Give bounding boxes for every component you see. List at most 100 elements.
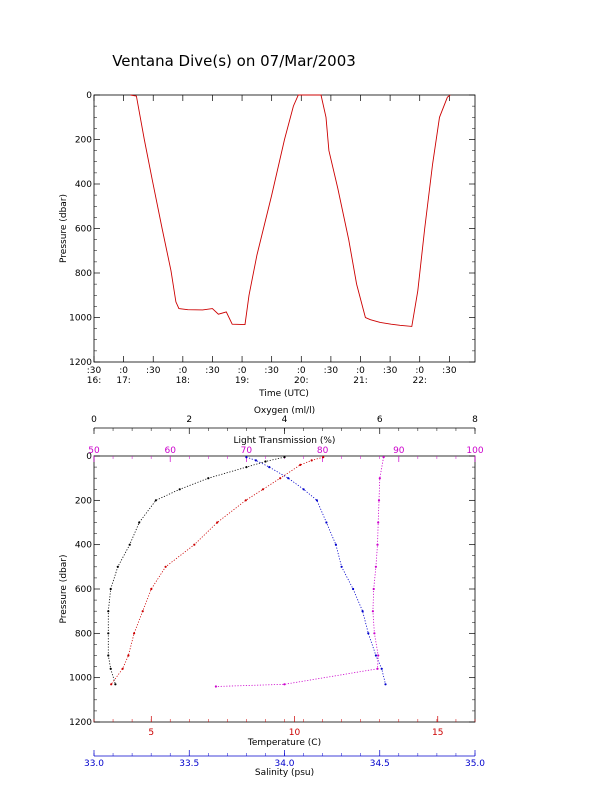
y-tick-label: 0: [86, 91, 92, 101]
x-tick-hour-label: 18:: [176, 376, 190, 386]
light_transmission-point: [374, 565, 377, 568]
temperature-profile: [110, 456, 324, 685]
salinity-point: [254, 459, 257, 462]
oxygen-point: [128, 543, 131, 546]
y-tick-label: 600: [75, 225, 92, 235]
salinity-point: [380, 667, 383, 670]
y-tick-label: 1000: [69, 314, 92, 324]
temperature-point: [150, 587, 153, 591]
y-tick-label: 1200: [69, 718, 92, 728]
pressure-trace: [130, 94, 451, 327]
salinity-point: [374, 654, 377, 657]
x-tick-hour-label: 21:: [353, 376, 367, 386]
salinity-point: [367, 632, 370, 635]
salinity-point: [315, 499, 318, 502]
y-tick-label: 1000: [69, 674, 92, 684]
x-tick-minute-label: :0: [178, 366, 187, 376]
oxygen-point: [107, 610, 110, 613]
oxygen-point: [283, 456, 286, 459]
oxygen-point: [138, 521, 141, 524]
light_transmission-point: [372, 587, 375, 591]
temperature-point: [244, 499, 247, 502]
light_transmission-point: [376, 543, 379, 546]
temperature-point: [279, 477, 282, 480]
oxygen-point: [107, 632, 110, 635]
oxygen-point: [207, 477, 210, 480]
oxygen-point: [245, 466, 248, 469]
salinity-point: [325, 521, 328, 524]
temperature-point: [261, 488, 265, 491]
light_transmission-point: [373, 632, 376, 635]
temperature-point: [127, 654, 130, 657]
light_transmission-point: [214, 685, 217, 688]
x-tick-minute-label: :0: [356, 366, 365, 376]
x-tick-minute-label: :0: [238, 366, 247, 376]
salinity-point: [302, 488, 305, 491]
light_transmission-tick-label: 60: [164, 446, 176, 456]
temperature-tick-label: 5: [148, 728, 154, 738]
y-tick-label: 800: [75, 269, 92, 279]
temperature-point: [310, 459, 313, 462]
pressure-time-chart: 020040060080010001200:3016::017::30:018:…: [59, 91, 476, 399]
light_transmission-point: [283, 683, 286, 686]
light_transmission-point: [382, 456, 385, 459]
chart-title: Ventana Dive(s) on 07/Mar/2003: [112, 52, 356, 70]
plot-frame: [93, 94, 476, 363]
y-tick-label: 1200: [69, 358, 92, 368]
x-tick-hour-label: 22:: [412, 376, 426, 386]
x-tick-minute-label: :30: [383, 366, 398, 376]
oxygen-axis-label: Oxygen (ml/l): [254, 406, 315, 416]
oxygen-point: [154, 499, 157, 502]
light_transmission-tick-label: 90: [393, 446, 405, 456]
x-tick-minute-label: :30: [264, 366, 279, 376]
salinity-tick-label: 34.0: [274, 759, 294, 769]
temperature-point: [133, 632, 136, 635]
salinity-point: [340, 565, 343, 568]
temperature-tick-label: 15: [432, 728, 443, 738]
light_transmission-tick-label: 50: [88, 446, 100, 456]
temperature-point: [164, 565, 167, 568]
y-tick-label: 800: [75, 629, 92, 639]
light_transmission-tick-label: 100: [466, 446, 483, 456]
salinity-point: [287, 477, 290, 480]
oxygen-point: [178, 488, 181, 491]
oxygen-tick-label: 2: [186, 415, 192, 425]
oxygen-point: [107, 654, 110, 657]
y-axis-label: Pressure (dbar): [59, 194, 69, 263]
x-tick-hour-label: 17:: [116, 376, 130, 386]
x-tick-minute-label: :30: [87, 366, 102, 376]
y-axis-label: Pressure (dbar): [59, 555, 69, 624]
salinity-profile: [246, 456, 386, 685]
x-tick-minute-label: :0: [415, 366, 424, 376]
salinity-tick-label: 33.5: [179, 759, 199, 769]
light_transmission-point: [378, 477, 381, 480]
temperature-tick-label: 10: [289, 728, 301, 738]
light_transmission-tick-label: 80: [317, 446, 329, 456]
x-tick-hour-label: 16:: [87, 376, 101, 386]
light_transmission-point: [376, 667, 379, 670]
x-tick-minute-label: :30: [205, 366, 220, 376]
x-tick-hour-label: 19:: [235, 376, 249, 386]
temperature-point: [141, 610, 144, 613]
temperature-point: [193, 543, 196, 546]
y-tick-label: 0: [86, 452, 92, 462]
temperature-point: [299, 463, 302, 466]
salinity-tick-label: 35.0: [465, 759, 485, 769]
light_transmission-axis-label: Light Transmission (%): [234, 436, 336, 446]
oxygen-tick-label: 8: [472, 415, 478, 425]
salinity-point: [334, 543, 337, 546]
x-tick-minute-label: :30: [324, 366, 339, 376]
y-tick-label: 200: [75, 496, 92, 506]
salinity-point: [352, 587, 355, 591]
salinity-point: [245, 456, 248, 459]
y-tick-label: 600: [75, 585, 92, 595]
x-tick-minute-label: :0: [119, 366, 128, 376]
oxygen-tick-label: 6: [377, 415, 383, 425]
pressure-profile-chart: 0 200 400 600 800 1000 1200 Pressure (dbar) 0 2 4 6…: [59, 406, 485, 778]
light_transmission-tick-label: 70: [241, 446, 253, 456]
salinity-point: [268, 466, 271, 469]
salinity-tick-label: 33.0: [84, 759, 104, 769]
x-tick-minute-label: :0: [297, 366, 306, 376]
oxygen-tick-label: 4: [282, 415, 288, 425]
